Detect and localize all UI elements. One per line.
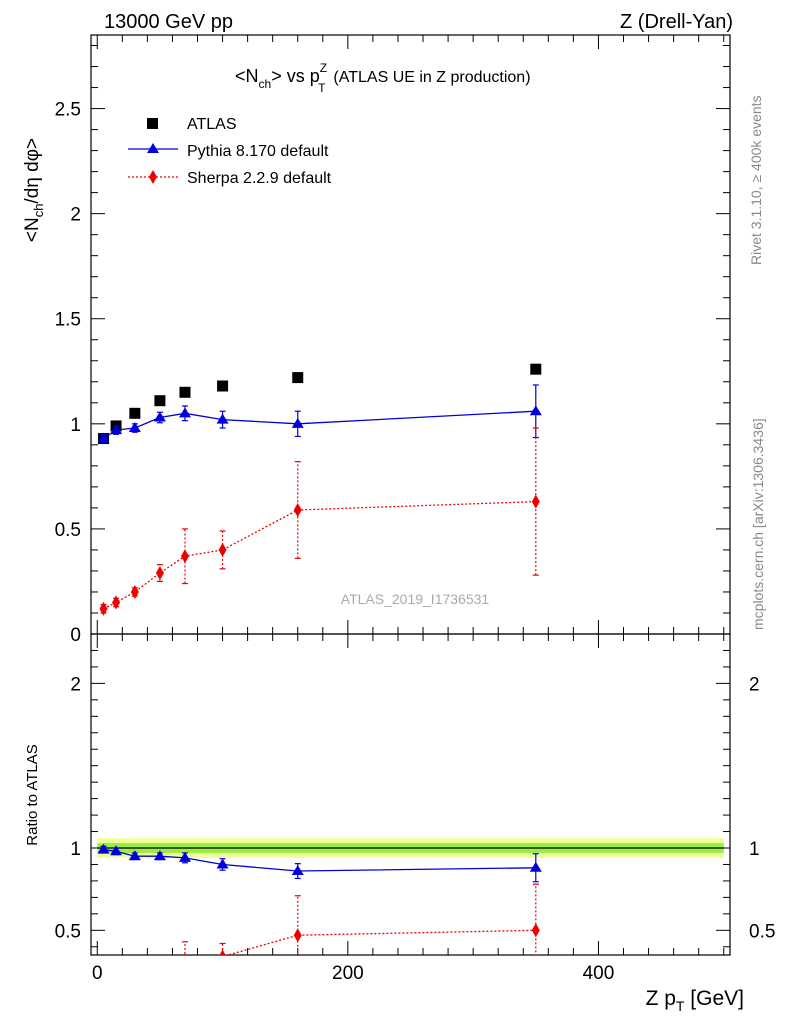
ratio-point-pythia [110, 845, 123, 856]
x-axis-label: Z pT [GeV] [646, 987, 744, 1014]
main-y-tick-label: 1 [70, 415, 81, 436]
main-point-sherpa [99, 601, 108, 616]
main-point-pythia [178, 407, 191, 418]
ratio-point-sherpa [531, 923, 540, 938]
ratio-point-pythia [128, 850, 141, 861]
main-point-atlas [179, 386, 191, 398]
main-y-tick-label: 0 [70, 625, 81, 646]
legend-label-sherpa: Sherpa 2.2.9 default [187, 170, 332, 187]
ratio-point-sherpa [156, 963, 164, 977]
main-point-sherpa [531, 494, 540, 509]
main-y-tick-label: 1.5 [55, 310, 81, 331]
main-data-marks [97, 363, 542, 616]
ratio-line-sherpa [225, 929, 536, 955]
main-point-pythia [128, 422, 141, 433]
main-ylabel: <Nch/dη dφ> [22, 138, 46, 242]
main-point-sherpa [218, 542, 227, 557]
main-point-pythia [291, 417, 304, 428]
ratio-y-tick-label: 2 [70, 674, 81, 695]
header-left: 13000 GeV pp [104, 11, 233, 33]
main-point-pythia [216, 413, 229, 424]
main-point-sherpa [293, 502, 302, 517]
ratio-frame [90, 633, 731, 956]
main-point-sherpa [112, 595, 121, 610]
rivet-label: Rivet 3.1.10, ≥ 400k events [748, 95, 764, 265]
ratio-ylabel: Ratio to ATLAS [24, 744, 41, 845]
legend-marker-atlas [147, 118, 158, 129]
ratio-data-marks [97, 843, 542, 998]
mcplots-label: mcplots.cern.ch [arXiv:1306.3436] [750, 418, 766, 630]
main-y-tick-label: 2.5 [55, 100, 81, 121]
ratio-y-tick-label-right: 0.5 [749, 921, 775, 942]
ratio-point-pythia [216, 858, 229, 869]
x-tick-label: 0 [92, 963, 103, 984]
ratio-point-pythia [291, 865, 304, 876]
ratio-point-pythia [97, 843, 110, 854]
main-point-atlas [129, 407, 141, 419]
ratio-point-sherpa [293, 928, 302, 943]
legend: ATLAS Pythia 8.170 default Sherpa 2.2.9 … [128, 116, 332, 187]
main-line-sherpa [103, 500, 536, 610]
ratio-point-sherpa [183, 952, 187, 955]
legend-label-atlas: ATLAS [187, 116, 237, 133]
ratio-point-pythia [153, 850, 166, 861]
main-point-pythia [97, 432, 110, 443]
main-point-atlas [292, 372, 304, 384]
main-point-atlas [530, 363, 542, 375]
main-panel: 0 0.5 1 1.5 2 2.5 <Nch> vs pZ T(ATLAS UE in Z … [22, 34, 731, 646]
main-point-atlas [217, 380, 229, 392]
main-axis-ticks: 0 0.5 1 1.5 2 2.5 [55, 35, 730, 646]
ratio-y-tick-label: 0.5 [55, 921, 81, 942]
main-point-sherpa [180, 549, 189, 564]
ratio-panel: 0.5 0.5 1 1 2 2 0 200 400 Ratio to ATLAS Z pT [G… [24, 633, 775, 1014]
main-point-pythia [529, 405, 542, 416]
ratio-point-sherpa [219, 949, 226, 955]
ratio-uncertainty-band [97, 838, 724, 858]
legend-marker-sherpa [149, 170, 157, 184]
ratio-y-tick-label: 1 [70, 839, 81, 860]
ratio-point-pythia [529, 861, 542, 872]
x-tick-label: 400 [583, 963, 615, 984]
ratio-y-tick-label-right: 2 [749, 674, 760, 695]
main-point-pythia [110, 424, 123, 435]
ratio-y-tick-label-right: 1 [749, 839, 760, 860]
main-point-atlas [154, 395, 166, 407]
ratio-point-sherpa [112, 981, 120, 995]
legend-label-pythia: Pythia 8.170 default [187, 143, 329, 160]
x-tick-label: 200 [332, 963, 364, 984]
ratio-axis-ticks: 0.5 0.5 1 1 2 2 0 200 400 [55, 634, 775, 984]
main-point-sherpa [155, 566, 164, 581]
main-y-tick-label: 2 [70, 205, 81, 226]
ratio-point-pythia [178, 851, 191, 862]
watermark: ATLAS_2019_I1736531 [341, 591, 490, 607]
header-right: Z (Drell-Yan) [620, 11, 733, 33]
ratio-point-sherpa [131, 974, 139, 988]
main-line-pythia [103, 410, 536, 440]
main-y-tick-label: 0.5 [55, 520, 81, 541]
ratio-point-sherpa [100, 984, 108, 998]
main-point-pythia [153, 411, 166, 422]
main-title: <Nch> vs pZ T(ATLAS UE in Z production) [235, 61, 531, 95]
main-point-sherpa [130, 584, 139, 599]
legend-marker-pythia [147, 143, 159, 153]
